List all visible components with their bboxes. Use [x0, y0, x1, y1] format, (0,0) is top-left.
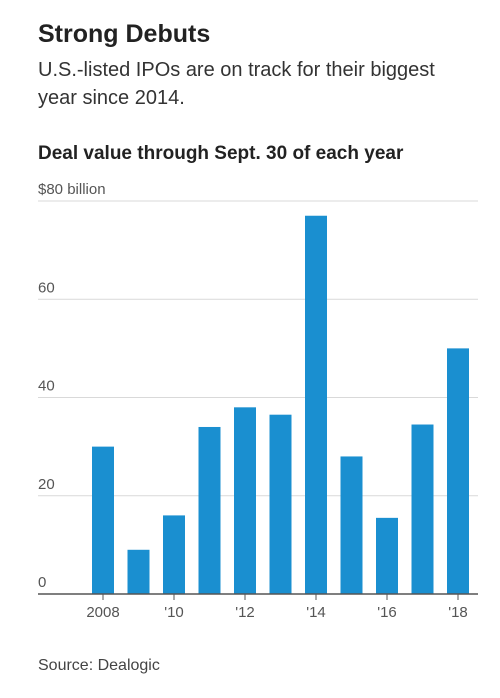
x-axis-ticks: 2008 '10 '12 '14 '16 '18: [86, 594, 468, 621]
bar-2010: [163, 515, 185, 594]
bar-2016: [376, 517, 398, 594]
bar-2013: [269, 414, 292, 594]
gridlines: [38, 200, 478, 497]
x-tick-label: '12: [235, 604, 255, 621]
y-tick-label: 40: [38, 378, 55, 395]
chart-subtitle: U.S.-listed IPOs are on track for their …: [38, 59, 435, 109]
bar-2012: [234, 407, 256, 594]
bar-2009: [127, 549, 150, 594]
bar-2008: [92, 446, 114, 594]
x-tick-label: '14: [306, 604, 326, 621]
y-axis-ticks: 0 20 40 60 $80 billion: [38, 181, 106, 591]
chart-heading: Deal value through Sept. 30 of each year: [38, 143, 404, 164]
y-tick-label: 20: [38, 476, 55, 493]
bar-chart: 0 20 40 60 $80 billion 2008 '10 '12 '14 '16 '18: [38, 181, 478, 621]
x-tick-label: '10: [164, 604, 184, 621]
bar-2015: [340, 456, 363, 594]
bar-2018: [447, 348, 469, 594]
x-tick-label: '16: [377, 604, 397, 621]
y-tick-label: 60: [38, 279, 55, 296]
y-tick-label: $80 billion: [38, 181, 106, 198]
x-tick-label: 2008: [86, 604, 119, 621]
bar-2014: [305, 215, 327, 595]
bar-2011: [198, 426, 221, 594]
source-note: Source: Dealogic: [38, 657, 160, 674]
y-tick-label: 0: [38, 574, 46, 591]
bar-2017: [411, 424, 434, 594]
bars: [92, 215, 469, 595]
x-tick-label: '18: [448, 604, 468, 621]
chart-title: Strong Debuts: [38, 20, 211, 48]
